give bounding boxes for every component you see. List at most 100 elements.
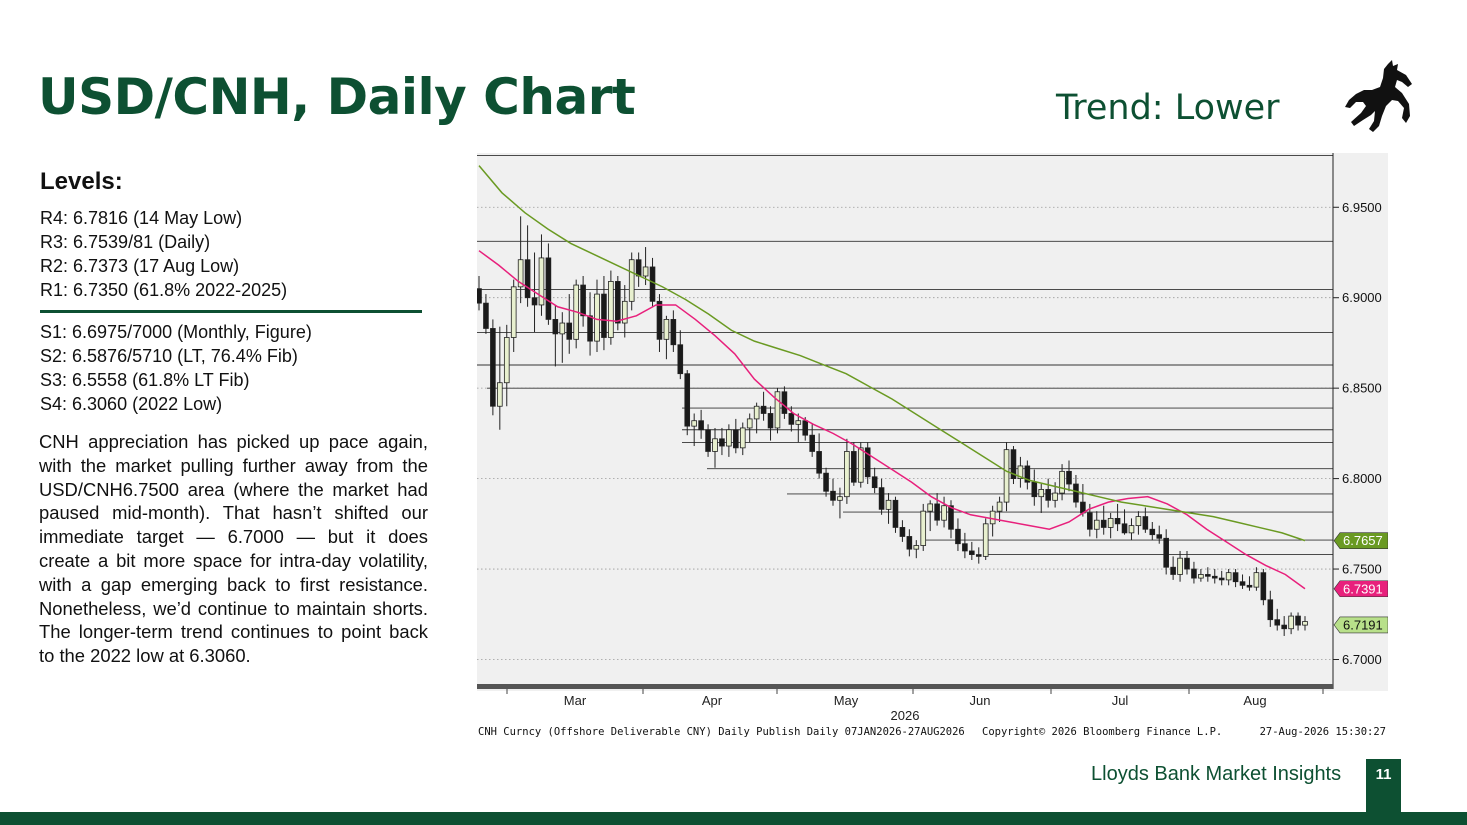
candle-body: [844, 451, 850, 498]
candle-body: [920, 510, 927, 546]
candle-body: [1253, 572, 1260, 588]
candle-body: [677, 344, 684, 375]
candle-body: [851, 451, 857, 483]
candle-body: [892, 499, 899, 528]
candle-body: [656, 300, 663, 340]
candle-body: [635, 259, 642, 277]
x-tick-label: Jul: [1112, 693, 1129, 708]
candle-body: [788, 413, 795, 425]
candle-body: [1149, 528, 1156, 536]
candle-body: [781, 391, 788, 414]
candle-body: [1114, 517, 1121, 525]
copyright-caption: Copyright© 2026 Bloomberg Finance L.P.: [982, 726, 1222, 738]
candle-body: [1191, 568, 1197, 579]
price-tag: [1333, 616, 1388, 634]
candle-body: [1260, 572, 1267, 601]
candle-body: [1281, 624, 1287, 630]
candle-body: [684, 373, 691, 427]
candle-body: [1100, 519, 1107, 528]
candle-body: [642, 266, 649, 277]
candle-body: [594, 293, 600, 342]
price-tag: [1333, 580, 1388, 598]
candle-body: [1045, 489, 1051, 501]
price-tags: 6.7657 6.7391 6.7191: [1333, 532, 1388, 634]
candle-body: [1211, 575, 1218, 579]
candle-body: [913, 545, 920, 550]
candle-body: [941, 505, 947, 521]
candle-body: [1073, 483, 1079, 503]
candle-body: [1128, 525, 1135, 534]
x-tick-label: Mar: [564, 693, 587, 708]
x-tick-label: Jun: [970, 693, 991, 708]
level-r4: R4: 6.7816 (14 May Low): [40, 208, 243, 228]
candle-body: [1003, 449, 1010, 503]
level-s2: S2: 6.5876/5710 (LT, 76.4% Fib): [40, 346, 298, 366]
page-number: 11: [1366, 759, 1401, 812]
candle-body: [1087, 512, 1093, 530]
candle-body: [823, 472, 829, 492]
candle-body: [552, 319, 559, 335]
y-tick-label: 6.9000: [1342, 290, 1382, 305]
candle-body: [698, 420, 704, 431]
y-tick-label: 6.7000: [1342, 652, 1382, 667]
candle-body: [1093, 519, 1100, 530]
candle-body: [580, 284, 586, 317]
candle-body: [795, 420, 802, 425]
candle-body: [1288, 615, 1294, 630]
timestamp-caption: 27-Aug-2026 15:30:27: [1260, 726, 1386, 738]
candle-body: [1135, 516, 1142, 527]
level-r3: R3: 6.7539/81 (Daily): [40, 232, 211, 252]
candle-body: [490, 328, 496, 407]
candles: [477, 216, 1308, 636]
candle-body: [996, 501, 1003, 512]
candle-body: [1225, 572, 1232, 581]
candle-body: [1142, 516, 1149, 530]
candle-body: [1246, 584, 1253, 588]
candle-body: [587, 315, 593, 342]
candle-body: [691, 420, 697, 427]
x-tick-label: May: [834, 693, 859, 708]
price-tag-label: 6.7391: [1343, 581, 1383, 596]
candle-body: [1205, 574, 1211, 577]
y-axis-ticks: 6.9500 6.9000 6.8500 6.8000 6.7500 6.7000: [1333, 200, 1382, 667]
candle-body: [1184, 557, 1190, 570]
candle-body: [1017, 465, 1024, 479]
candle-body: [510, 286, 517, 338]
usdcnh-candlestick-chart: 6.9500 6.9000 6.8500 6.8000 6.7500 6.7000 6.7…: [477, 153, 1388, 741]
bottom-bar: [0, 812, 1467, 825]
candle-body: [517, 259, 524, 288]
candle-body: [1177, 557, 1183, 575]
candle-body: [816, 451, 822, 474]
candle-body: [982, 523, 989, 557]
page-title: USD/CNH, Daily Chart: [38, 68, 636, 126]
candle-body: [719, 438, 725, 447]
candle-body: [1052, 492, 1058, 501]
black-horse-logo-icon: [1345, 60, 1412, 132]
candle-body: [767, 413, 774, 429]
candle-body: [608, 281, 614, 338]
candle-body: [1239, 581, 1246, 586]
level-s1: S1: 6.6975/7000 (Monthly, Figure): [40, 322, 312, 342]
candle-body: [989, 510, 996, 525]
candle-body: [628, 259, 635, 302]
candle-body: [802, 420, 809, 436]
candle-body: [726, 429, 732, 447]
candle-body: [1302, 621, 1308, 626]
candle-body: [601, 293, 607, 338]
price-tag-label: 6.7191: [1343, 617, 1383, 632]
candle-body: [1274, 619, 1281, 626]
candle-body: [621, 300, 628, 324]
candle-body: [1267, 599, 1274, 621]
candle-body: [1198, 574, 1204, 579]
level-r1: R1: 6.7350 (61.8% 2022-2025): [40, 280, 288, 300]
candle-body: [969, 550, 975, 555]
x-year-label: 2026: [891, 708, 920, 723]
candle-body: [1038, 489, 1045, 498]
candle-body: [545, 257, 552, 320]
level-r2: R2: 6.7373 (17 Aug Low): [40, 256, 240, 276]
candle-body: [1232, 572, 1239, 583]
candle-body: [733, 429, 739, 449]
moving-average-short: [478, 250, 1306, 590]
candle-body: [774, 391, 781, 429]
candle-body: [566, 322, 573, 340]
